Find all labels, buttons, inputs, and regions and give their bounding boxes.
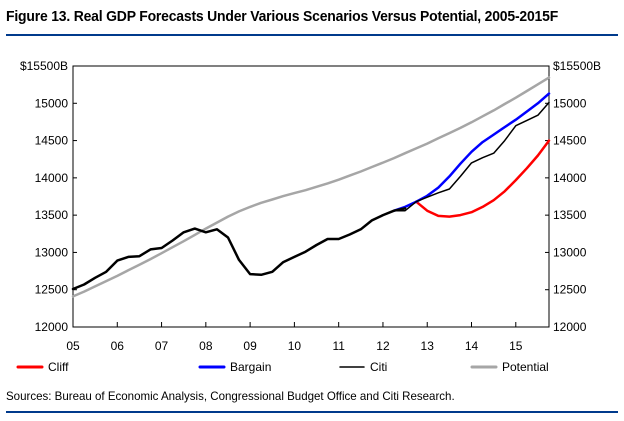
tick-labels: 12000 12000 12500 12500 13000 13000 13500 13500… bbox=[20, 59, 601, 353]
y-tick-label-right: 14000 bbox=[553, 171, 587, 185]
y-tick-label-right: 13000 bbox=[553, 245, 587, 259]
top-rule bbox=[6, 34, 618, 36]
y-tick-label-left: 13500 bbox=[35, 208, 69, 222]
legend-label-cliff: Cliff bbox=[48, 360, 69, 374]
x-tick-label: 11 bbox=[332, 339, 345, 353]
series-line-actual bbox=[71, 207, 407, 291]
plot-axes bbox=[72, 65, 550, 328]
x-tick-label: 12 bbox=[376, 339, 390, 353]
y-tick-label-left: 15000 bbox=[35, 96, 69, 110]
y-tick-label-right: 12500 bbox=[553, 283, 587, 297]
legend-label-citi: Citi bbox=[370, 360, 387, 374]
y-tick-label-left: 12500 bbox=[35, 283, 69, 297]
series-line-citi bbox=[393, 101, 550, 212]
legend-label-potential: Potential bbox=[502, 360, 549, 374]
plot-frame bbox=[72, 65, 550, 328]
x-tick-label: 06 bbox=[111, 339, 125, 353]
x-tick-label: 09 bbox=[243, 339, 257, 353]
x-tick-label: 07 bbox=[155, 339, 169, 353]
x-tick-label: 05 bbox=[66, 339, 80, 353]
chart-legend: Cliff Bargain Citi Potential bbox=[16, 360, 549, 374]
y-tick-label-right: 13500 bbox=[553, 208, 587, 222]
y-tick-label-right: $15500B bbox=[553, 59, 601, 73]
series-lines bbox=[71, 76, 551, 298]
y-tick-label-left: 13000 bbox=[35, 245, 69, 259]
series-line-cliff bbox=[414, 139, 551, 218]
gdp-line-chart: 12000 12000 12500 12500 13000 13000 13500 13500… bbox=[16, 59, 601, 374]
x-tick-label: 08 bbox=[199, 339, 213, 353]
x-tick-label: 13 bbox=[421, 339, 435, 353]
y-tick-label-right: 12000 bbox=[553, 320, 587, 334]
series-line-bargain bbox=[392, 92, 551, 212]
x-tick-label: 14 bbox=[465, 339, 479, 353]
bottom-rule bbox=[6, 411, 618, 413]
series-line-potential bbox=[71, 76, 551, 298]
y-tick-label-left: $15500B bbox=[20, 59, 68, 73]
x-tick-label: 10 bbox=[288, 339, 302, 353]
chart-title: Figure 13. Real GDP Forecasts Under Vari… bbox=[6, 8, 559, 25]
y-tick-label-left: 14500 bbox=[35, 134, 69, 148]
y-tick-label-right: 15000 bbox=[553, 96, 587, 110]
y-tick-label-left: 14000 bbox=[35, 171, 69, 185]
legend-label-bargain: Bargain bbox=[230, 360, 271, 374]
y-tick-label-right: 14500 bbox=[553, 134, 587, 148]
y-tick-label-left: 12000 bbox=[35, 320, 69, 334]
source-note: Sources: Bureau of Economic Analysis, Co… bbox=[6, 389, 455, 403]
x-tick-label: 15 bbox=[509, 339, 523, 353]
